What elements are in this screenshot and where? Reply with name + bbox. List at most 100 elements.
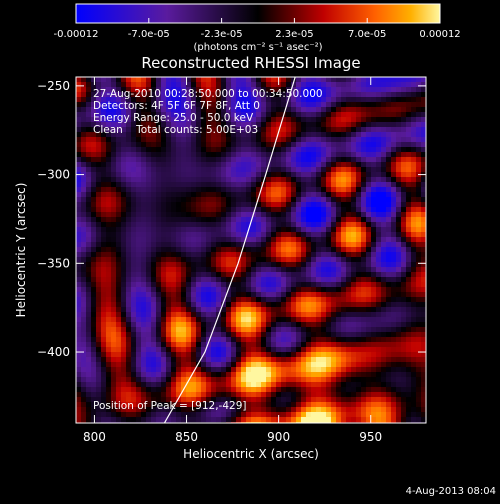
- heatmap-cell: [161, 252, 167, 258]
- heatmap-cell: [176, 407, 182, 413]
- heatmap-cell: [251, 292, 257, 298]
- heatmap-cell: [151, 162, 157, 168]
- heatmap-cell: [351, 247, 357, 253]
- heatmap-cell: [206, 412, 212, 418]
- heatmap-cell: [91, 342, 97, 348]
- heatmap-cell: [111, 402, 117, 408]
- heatmap-cell: [276, 307, 282, 313]
- heatmap-cell: [256, 142, 262, 148]
- heatmap-cell: [281, 87, 287, 93]
- heatmap-cell: [266, 107, 272, 113]
- heatmap-cell: [306, 97, 312, 103]
- heatmap-cell: [261, 167, 267, 173]
- heatmap-cell: [396, 177, 402, 183]
- heatmap-cell: [281, 322, 287, 328]
- heatmap-cell: [416, 132, 422, 138]
- heatmap-cell: [401, 212, 407, 218]
- heatmap-cell: [281, 147, 287, 153]
- heatmap-cell: [401, 222, 407, 228]
- heatmap-cell: [296, 187, 302, 193]
- heatmap-cell: [96, 272, 102, 278]
- heatmap-cell: [376, 217, 382, 223]
- heatmap-cell: [271, 322, 277, 328]
- heatmap-cell: [401, 407, 407, 413]
- heatmap-cell: [101, 107, 107, 113]
- heatmap-cell: [236, 252, 242, 258]
- heatmap-cell: [371, 212, 377, 218]
- heatmap-cell: [376, 292, 382, 298]
- heatmap-cell: [416, 377, 422, 383]
- heatmap-cell: [271, 132, 277, 138]
- heatmap-cell: [136, 227, 142, 233]
- heatmap-cell: [281, 337, 287, 343]
- heatmap-cell: [311, 317, 317, 323]
- heatmap-cell: [231, 417, 237, 423]
- heatmap-cell: [286, 337, 292, 343]
- heatmap-cell: [351, 142, 357, 148]
- heatmap-cell: [76, 327, 82, 333]
- heatmap-cell: [221, 252, 227, 258]
- heatmap-cell: [96, 252, 102, 258]
- heatmap-cell: [206, 147, 212, 153]
- heatmap-cell: [381, 217, 387, 223]
- heatmap-cell: [266, 277, 272, 283]
- heatmap-cell: [111, 307, 117, 313]
- heatmap-cell: [336, 297, 342, 303]
- heatmap-cell: [356, 142, 362, 148]
- heatmap-cell: [331, 212, 337, 218]
- heatmap-cell: [401, 97, 407, 103]
- heatmap-cell: [191, 87, 197, 93]
- heatmap-cell: [171, 387, 177, 393]
- heatmap-cell: [331, 162, 337, 168]
- heatmap-cell: [111, 212, 117, 218]
- heatmap-cell: [111, 247, 117, 253]
- heatmap-cell: [336, 197, 342, 203]
- heatmap-cell: [196, 162, 202, 168]
- heatmap-cell: [106, 262, 112, 268]
- heatmap-cell: [371, 387, 377, 393]
- heatmap-cell: [151, 402, 157, 408]
- heatmap-cell: [281, 362, 287, 368]
- heatmap-cell: [186, 272, 192, 278]
- heatmap-cell: [421, 162, 426, 168]
- heatmap-cell: [376, 132, 382, 138]
- heatmap-cell: [261, 397, 267, 403]
- heatmap-cell: [86, 252, 92, 258]
- heatmap-cell: [421, 197, 426, 203]
- heatmap-cell: [261, 307, 267, 313]
- heatmap-cell: [366, 97, 372, 103]
- heatmap-cell: [196, 97, 202, 103]
- heatmap-cell: [171, 252, 177, 258]
- heatmap-cell: [411, 397, 417, 403]
- heatmap-cell: [306, 207, 312, 213]
- heatmap-cell: [161, 402, 167, 408]
- heatmap-cell: [366, 87, 372, 93]
- heatmap-cell: [301, 112, 307, 118]
- heatmap-cell: [256, 247, 262, 253]
- heatmap-cell: [406, 372, 412, 378]
- heatmap-cell: [261, 87, 267, 93]
- heatmap-cell: [301, 117, 307, 123]
- heatmap-cell: [246, 407, 252, 413]
- heatmap-cell: [176, 322, 182, 328]
- heatmap-cell: [336, 392, 342, 398]
- heatmap-cell: [266, 227, 272, 233]
- heatmap-cell: [411, 197, 417, 203]
- heatmap-cell: [226, 117, 232, 123]
- heatmap-cell: [81, 317, 87, 323]
- heatmap-cell: [361, 372, 367, 378]
- heatmap-cell: [201, 292, 207, 298]
- heatmap-cell: [281, 127, 287, 133]
- heatmap-cell: [136, 82, 142, 88]
- heatmap-cell: [161, 257, 167, 263]
- heatmap-cell: [356, 87, 362, 93]
- heatmap-cell: [241, 237, 247, 243]
- heatmap-cell: [166, 182, 172, 188]
- heatmap-cell: [246, 277, 252, 283]
- heatmap-cell: [306, 217, 312, 223]
- heatmap-cell: [396, 402, 402, 408]
- heatmap-cell: [416, 162, 422, 168]
- heatmap-cell: [266, 337, 272, 343]
- heatmap-cell: [191, 362, 197, 368]
- heatmap-cell: [416, 367, 422, 373]
